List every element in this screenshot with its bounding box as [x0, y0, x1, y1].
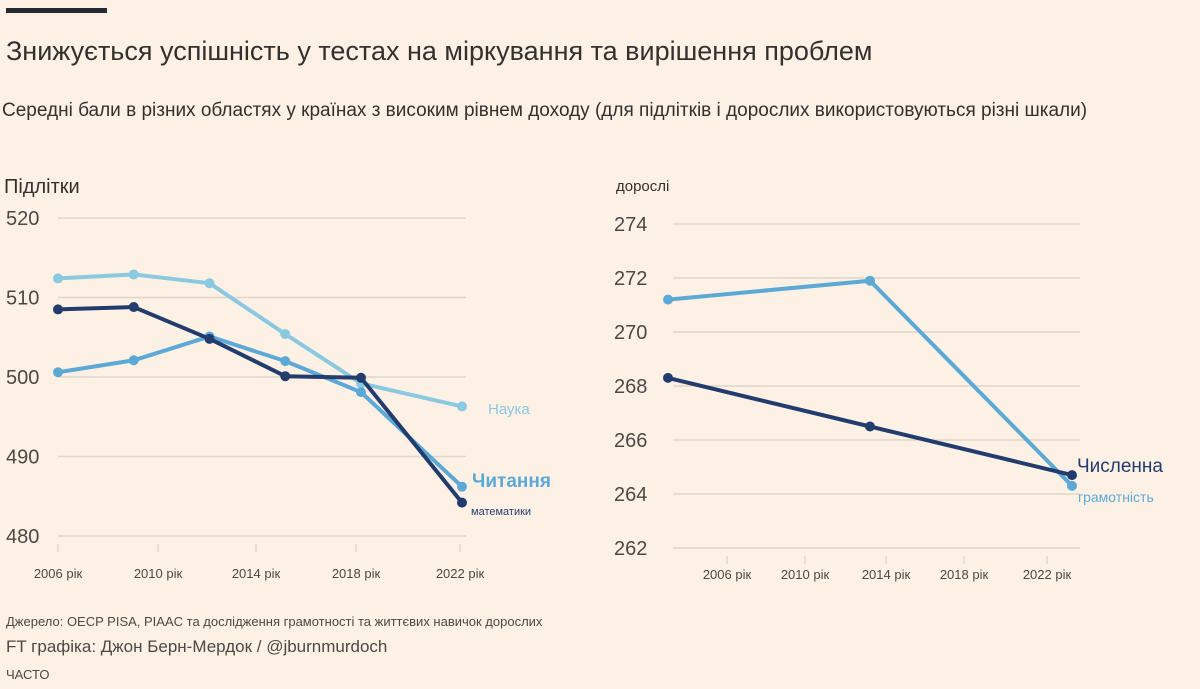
series-label: Наука [488, 401, 530, 418]
data-point [53, 273, 63, 284]
x-tick-label: 2006 рік [34, 566, 83, 581]
data-point [457, 497, 467, 508]
series-line-Читання [56, 334, 464, 489]
y-tick-label: 272 [614, 268, 647, 290]
x-tick-label: 2022 рік [436, 566, 485, 581]
x-tick-label: 2010 рік [134, 566, 183, 581]
y-tick-label: 510 [6, 288, 39, 310]
data-point [356, 372, 366, 383]
data-point [53, 304, 63, 315]
x-tick-label: 2006 рік [703, 567, 752, 582]
series-label: математики [471, 506, 531, 518]
data-point [865, 275, 875, 286]
data-point [457, 401, 467, 412]
data-point [280, 329, 291, 340]
data-point [280, 356, 291, 367]
y-tick-label: 264 [614, 484, 647, 506]
data-point [1067, 480, 1077, 491]
series-line-Наука [56, 272, 464, 409]
data-point [865, 421, 875, 432]
data-point [128, 355, 139, 366]
series-label: Численна [1077, 456, 1163, 477]
data-point [280, 371, 291, 382]
y-tick-label: 480 [6, 526, 39, 548]
source-note: Джерело: OECP PISA, PIAAC та дослідження… [6, 614, 543, 629]
data-point [53, 367, 63, 378]
series-line-грамотність [666, 278, 1074, 488]
y-tick-label: 268 [614, 376, 647, 398]
panel-title-2: дорослі [616, 178, 669, 195]
x-tick-label: 2014 рік [232, 566, 281, 581]
data-point [457, 481, 467, 492]
y-tick-label: 520 [6, 208, 39, 230]
data-point [204, 333, 215, 344]
series-label: Читання [472, 471, 551, 492]
data-point [128, 269, 139, 280]
x-tick-label: 2010 рік [781, 567, 830, 582]
panel-title-1: Підлітки [4, 176, 80, 198]
y-tick-label: 270 [614, 322, 647, 344]
data-point [1067, 470, 1077, 481]
graphic-credit: FT графіка: Джон Берн-Мердок / @jburnmur… [6, 637, 388, 656]
footer-tag: ЧАСТО [6, 667, 50, 682]
y-tick-label: 274 [614, 214, 647, 236]
data-point [204, 278, 215, 289]
data-point [663, 294, 673, 305]
data-point [356, 387, 366, 398]
x-tick-label: 2014 рік [862, 567, 911, 582]
data-point [128, 302, 139, 313]
x-tick-label: 2018 рік [332, 566, 381, 581]
data-point [663, 372, 673, 383]
y-tick-label: 266 [614, 430, 647, 452]
y-tick-label: 262 [614, 538, 647, 560]
ft-accent-bar [6, 8, 107, 13]
x-tick-label: 2018 рік [940, 567, 989, 582]
y-tick-label: 490 [6, 447, 39, 469]
chart-subtitle: Середні бали в різних областях у країнах… [2, 100, 1088, 121]
series-label: грамотність [1078, 489, 1154, 505]
x-tick-label: 2022 рік [1023, 567, 1072, 582]
y-tick-label: 500 [6, 367, 39, 389]
series-line-математики [56, 305, 464, 505]
chart-title: Знижується успішність у тестах на міркув… [6, 36, 873, 66]
